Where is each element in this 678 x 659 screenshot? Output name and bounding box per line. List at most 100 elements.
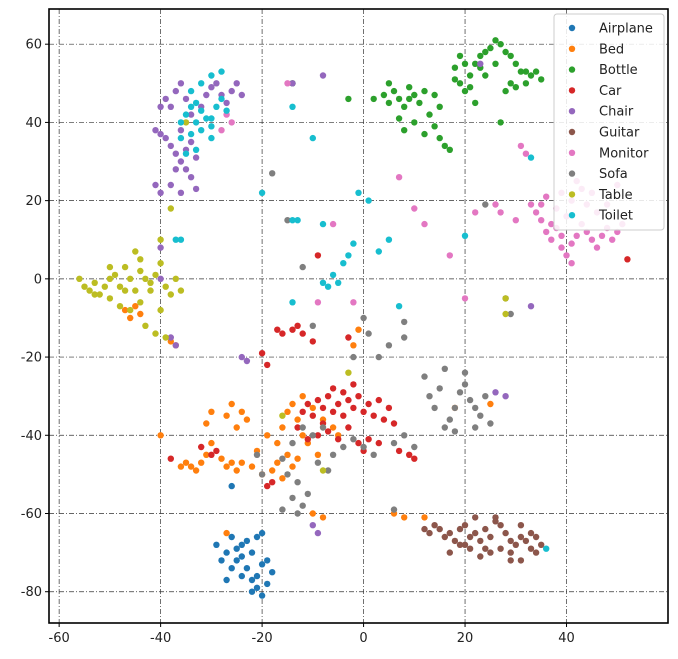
data-point [446, 416, 453, 423]
data-point [411, 455, 418, 462]
data-point [517, 142, 525, 150]
data-point [127, 314, 134, 322]
data-point [446, 549, 453, 556]
y-tick-label: 40 [25, 116, 42, 131]
data-point [472, 424, 479, 431]
legend-marker [568, 108, 576, 115]
data-point [375, 439, 382, 447]
data-point [167, 103, 174, 111]
data-point [568, 260, 575, 267]
data-point [395, 115, 403, 122]
data-point [299, 424, 306, 431]
data-point [132, 303, 139, 310]
data-point [243, 416, 251, 423]
data-point [538, 541, 545, 548]
data-point [233, 467, 240, 474]
data-point [329, 424, 337, 431]
data-point [314, 396, 322, 404]
data-point [223, 576, 230, 584]
data-point [121, 306, 129, 314]
data-point [446, 146, 453, 153]
data-point [203, 91, 210, 99]
data-point [532, 209, 540, 216]
data-point [258, 471, 266, 478]
data-point [497, 545, 504, 552]
data-point [177, 119, 185, 126]
data-point [421, 87, 428, 95]
legend-label: Toilet [598, 209, 633, 224]
data-point [309, 338, 316, 345]
data-point [441, 533, 448, 541]
series-sofa [253, 170, 514, 517]
data-point [441, 424, 448, 431]
data-point [507, 310, 514, 318]
data-point [253, 572, 261, 580]
data-point [152, 330, 159, 337]
data-point [472, 209, 479, 216]
data-point [243, 357, 251, 365]
data-point [167, 181, 174, 189]
data-point [451, 404, 459, 412]
data-point [395, 174, 403, 181]
data-point [461, 369, 469, 376]
data-point [299, 330, 306, 337]
data-point [187, 130, 195, 138]
data-point [182, 119, 190, 126]
data-point [512, 217, 519, 224]
data-point [111, 271, 119, 279]
data-point [294, 217, 301, 224]
data-point [264, 557, 271, 564]
data-point [451, 428, 459, 435]
data-point [345, 369, 352, 376]
data-point [233, 545, 240, 552]
data-point [314, 529, 322, 537]
data-point [401, 318, 408, 326]
data-point [121, 287, 129, 294]
data-point [238, 91, 245, 99]
legend-label: Airplane [599, 22, 653, 37]
data-point [380, 416, 388, 423]
legend-marker [568, 191, 576, 198]
data-point [527, 154, 535, 161]
data-point [477, 412, 484, 419]
data-point [243, 537, 251, 545]
data-point [182, 166, 190, 173]
data-point [411, 119, 418, 126]
data-point [558, 232, 565, 239]
data-point [187, 138, 195, 146]
data-point [213, 80, 220, 87]
y-tick-label: -40 [21, 429, 42, 444]
data-point [132, 287, 139, 294]
axis-ticks: -60 -40 -20 0 20 40 -80 -60 -40 -20 0 20 40 60 [21, 38, 575, 646]
data-point [324, 393, 332, 400]
data-point [365, 436, 372, 443]
data-point [137, 267, 144, 275]
data-point [294, 416, 301, 423]
data-point [477, 553, 484, 560]
legend-marker [568, 66, 576, 73]
data-point [218, 455, 225, 462]
data-point [401, 127, 408, 134]
data-point [284, 471, 291, 478]
data-point [157, 103, 164, 111]
data-point [238, 353, 245, 361]
data-point [96, 291, 103, 298]
data-point [411, 443, 418, 451]
data-point [289, 103, 296, 111]
data-point [482, 201, 489, 208]
data-point [106, 263, 114, 271]
data-point [517, 522, 525, 529]
data-point [426, 529, 433, 537]
legend: Airplane Bed Bottle Car Chair Guitar Monitor So… [553, 13, 665, 231]
data-point [157, 130, 164, 138]
data-point [218, 95, 225, 103]
data-point [106, 295, 114, 302]
data-point [309, 404, 316, 412]
data-point [116, 303, 124, 310]
data-point [497, 522, 504, 529]
data-point [360, 314, 367, 322]
data-point [532, 68, 540, 75]
data-point [355, 439, 362, 447]
data-point [309, 510, 316, 517]
data-point [375, 353, 382, 361]
